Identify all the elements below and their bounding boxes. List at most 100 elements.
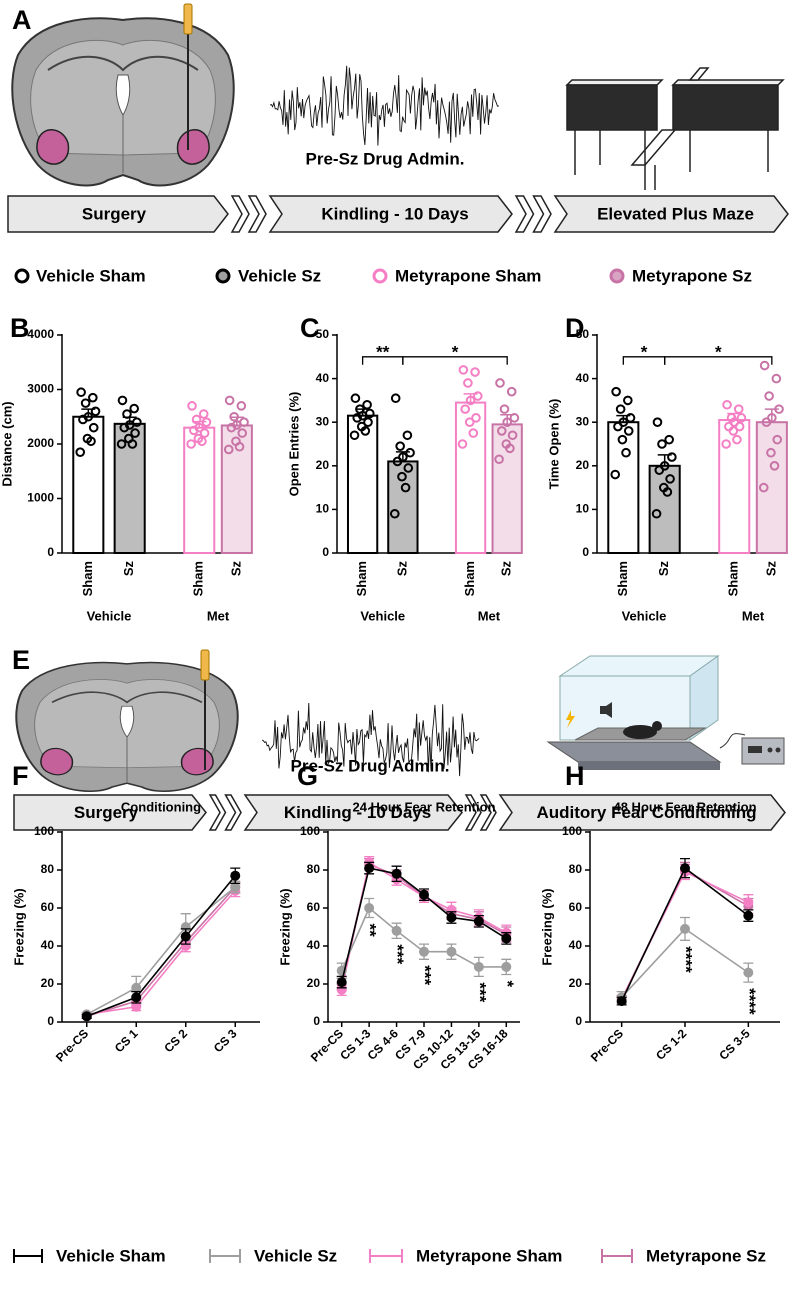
x-tick-label: Sham <box>80 561 95 596</box>
x-tick-label: Sz <box>228 561 243 577</box>
data-point <box>771 373 782 384</box>
data-point <box>88 392 98 403</box>
bar <box>454 401 487 554</box>
group-label: Vehicle <box>87 608 132 623</box>
corpus <box>51 691 203 704</box>
y-tick-label: 40 <box>307 938 321 952</box>
legend-marker <box>14 268 30 284</box>
y-tick-label: 20 <box>41 976 55 990</box>
significance-label: **** <box>677 946 696 973</box>
data-point <box>131 982 142 993</box>
timeline-label: Elevated Plus Maze <box>597 204 754 223</box>
amygdala <box>36 129 70 165</box>
group-label: Met <box>207 608 230 623</box>
group-label: Met <box>742 608 765 623</box>
legend-label: Vehicle Sz <box>238 266 321 285</box>
data-point <box>473 961 484 972</box>
data-point <box>357 410 368 421</box>
legend-label: Metyrapone Sham <box>416 1246 562 1265</box>
x-tick-label: Pre-CS <box>53 1026 91 1064</box>
data-point <box>187 401 197 411</box>
data-point <box>363 417 373 428</box>
data-point <box>623 395 633 406</box>
data-point <box>473 916 484 927</box>
brain-section <box>15 661 239 793</box>
data-point <box>764 391 774 401</box>
data-point <box>680 923 690 934</box>
data-point <box>391 925 402 936</box>
data-point <box>613 421 623 432</box>
legend-marker <box>215 268 231 284</box>
data-point <box>733 404 744 414</box>
y-tick-label: 0 <box>575 1014 582 1028</box>
data-point <box>80 398 91 408</box>
data-point <box>471 413 481 423</box>
data-point <box>364 863 375 874</box>
y-tick-label: 80 <box>307 862 321 876</box>
data-point <box>665 474 675 484</box>
y-tick-label: 20 <box>569 976 583 990</box>
bar <box>183 426 216 554</box>
y-axis-label: Freezing (%) <box>277 888 292 965</box>
timeline-step <box>498 794 786 831</box>
bar <box>72 415 105 554</box>
data-point <box>654 465 665 475</box>
eeg-trace <box>269 65 499 146</box>
y-tick-label: 2000 <box>27 436 54 450</box>
timeline-label: Auditory Fear Conditioning <box>536 803 756 822</box>
data-point <box>390 393 401 404</box>
data-point <box>191 414 202 425</box>
legend-label: Metyrapone Sz <box>646 1246 766 1265</box>
y-tick-label: 100 <box>300 824 320 838</box>
data-point <box>758 482 769 493</box>
data-point <box>352 413 363 423</box>
legend-marker <box>209 1249 241 1263</box>
y-axis-label: Time Open (%) <box>546 399 561 490</box>
bar <box>755 421 788 555</box>
y-tick-label: 0 <box>582 545 589 559</box>
timeline-label: Surgery <box>82 204 147 223</box>
panel-label: C <box>300 313 320 343</box>
panel-label: E <box>12 645 30 675</box>
x-tick-label: Sham <box>354 561 369 596</box>
legend-label: Metyrapone Sham <box>395 266 541 285</box>
y-tick-label: 40 <box>41 938 55 952</box>
y-tick-label: 40 <box>316 371 330 385</box>
data-point <box>237 428 248 438</box>
data-point <box>662 487 673 497</box>
data-point <box>336 977 347 988</box>
data-point <box>229 411 239 422</box>
data-point <box>460 404 470 414</box>
significance-label: *** <box>388 944 407 964</box>
data-point <box>224 395 235 406</box>
data-point <box>446 946 457 957</box>
y-tick-label: 30 <box>576 414 590 428</box>
data-point <box>464 417 475 428</box>
panel-label: D <box>565 313 585 343</box>
y-tick-label: 1000 <box>27 491 54 505</box>
data-point <box>457 439 468 449</box>
legend-marker <box>609 268 625 284</box>
significance-label: * <box>715 342 722 361</box>
data-point <box>130 428 140 438</box>
data-point <box>75 447 86 457</box>
data-point <box>732 434 742 445</box>
x-tick-label: CS 2 <box>161 1026 190 1055</box>
y-axis-label: Freezing (%) <box>539 888 554 965</box>
significance-label: *** <box>416 965 435 985</box>
group-label: Vehicle <box>360 608 405 623</box>
data-point <box>505 443 515 454</box>
data-point <box>88 422 99 433</box>
timeline-step <box>243 794 463 831</box>
data-point <box>364 903 375 913</box>
data-point <box>736 413 747 423</box>
timeline-label: Kindling - 10 Days <box>321 204 468 223</box>
data-point <box>667 452 677 462</box>
data-point <box>395 441 405 451</box>
timeline-label: Surgery <box>74 803 139 822</box>
data-point <box>131 992 142 1003</box>
data-point <box>769 461 780 471</box>
data-point <box>721 439 731 449</box>
x-tick-label: Pre-CS <box>588 1026 626 1064</box>
